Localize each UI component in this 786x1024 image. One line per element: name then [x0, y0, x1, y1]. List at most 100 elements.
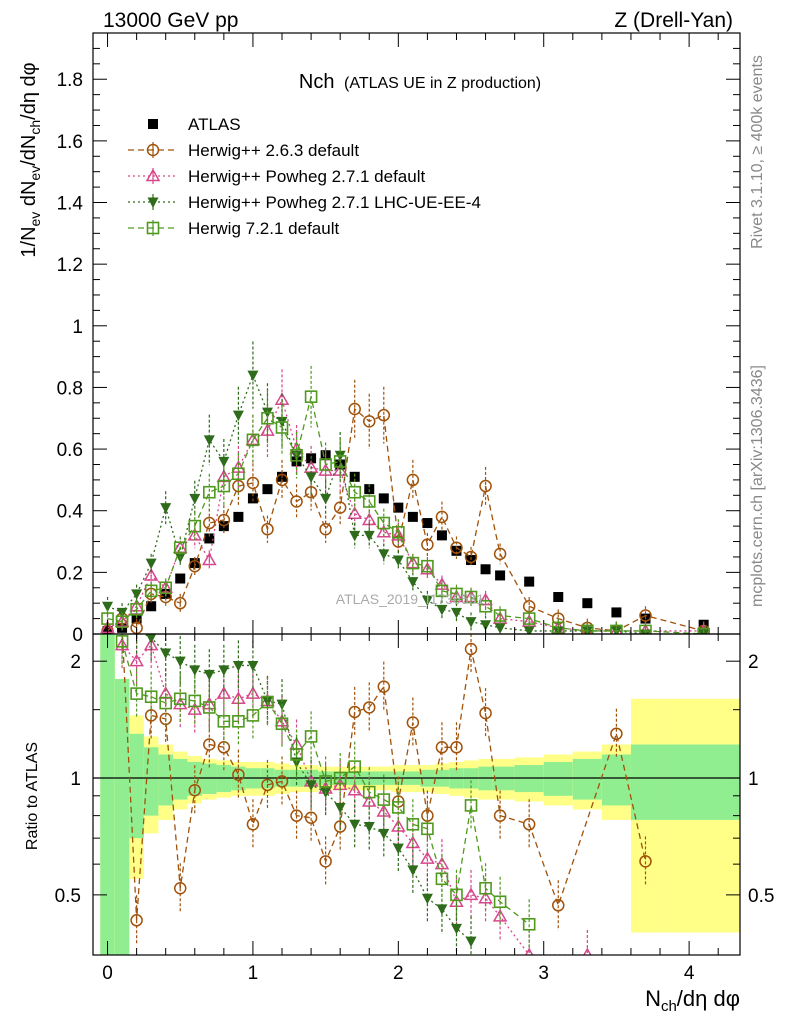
point-herwig-powheg-2-7-1-lhc-ue-ee-4: [480, 620, 492, 631]
point-herwig-7-2-1-default: [217, 479, 231, 493]
ratio-point-herwig-7-2-1-default: [203, 701, 216, 714]
point-herwig-7-2-1-default: [377, 516, 391, 530]
point-atlas: [262, 484, 273, 495]
rivet-label: Rivet 3.1.10, ≥ 400k events: [749, 55, 766, 249]
legend-label: Herwig 7.2.1 default: [188, 219, 339, 238]
ratio-point-herwig-2-6-3-default: [522, 818, 536, 831]
ratio-point-herwig-7-2-1-default: [115, 635, 129, 648]
ratio-point-herwig-powheg-2-7-1-lhc-ue-ee-4: [465, 936, 477, 948]
point-herwig-powheg-2-7-1-lhc-ue-ee-4: [247, 370, 259, 382]
band-inner: [172, 758, 188, 800]
point-atlas: [553, 592, 564, 603]
legend-item-atlas: ATLAS: [148, 115, 241, 134]
point-herwig-7-2-1-default: [159, 581, 172, 595]
legend-label: ATLAS: [188, 115, 241, 134]
ratio-point-herwig-powheg-2-7-1-default: [187, 702, 203, 715]
point-herwig-7-2-1-default: [697, 627, 710, 634]
header-right: Z (Drell-Yan): [614, 9, 733, 32]
point-herwig-powheg-2-7-1-lhc-ue-ee-4: [465, 617, 477, 628]
legend-label: Herwig++ Powheg 2.7.1 default: [188, 167, 425, 186]
band-inner: [202, 763, 217, 794]
ratio-point-herwig-powheg-2-7-1-lhc-ue-ee-4: [436, 904, 448, 915]
legend-item-herwig-powheg-2-7-1-lhc-ue-ee-4: Herwig++ Powheg 2.7.1 LHC-UE-EE-4: [128, 193, 481, 212]
ratio-point-herwig-7-2-1-default: [392, 801, 405, 814]
series-herwig-7-2-1-default: [101, 365, 710, 634]
point-herwig-2-6-3-default: [464, 550, 478, 564]
ratio-point-herwig-2-6-3-default: [304, 811, 318, 825]
legend-label: Herwig++ Powheg 2.7.1 LHC-UE-EE-4: [188, 193, 481, 212]
plot-title: Nch (ATLAS UE in Z production): [299, 71, 541, 93]
header-left: 13000 GeV pp: [103, 9, 238, 32]
band-inner: [143, 747, 159, 816]
point-herwig-2-6-3-default: [217, 513, 231, 527]
point-herwig-7-2-1-default: [173, 541, 187, 555]
legend-marker: [146, 143, 160, 157]
ratio-point-herwig-2-6-3-default: [464, 642, 478, 656]
ratio-point-herwig-2-6-3-default: [188, 784, 202, 797]
ratio-point-herwig-7-2-1-default: [479, 881, 492, 895]
point-herwig-7-2-1-default: [435, 584, 449, 598]
point-herwig-7-2-1-default: [464, 590, 478, 604]
point-herwig-powheg-2-7-1-lhc-ue-ee-4: [232, 410, 244, 422]
main-y-tick-label: 0.4: [57, 502, 84, 523]
ratio-point-herwig-2-6-3-default: [203, 738, 216, 751]
point-herwig-2-6-3-default: [246, 476, 260, 490]
legend-marker: [145, 168, 161, 182]
ratio-point-herwig-2-6-3-default: [348, 705, 361, 719]
ratio-point-herwig-powheg-2-7-1-lhc-ue-ee-4: [407, 865, 419, 876]
x-tick-label: 2: [393, 963, 404, 984]
ratio-point-herwig-powheg-2-7-1-default: [347, 782, 363, 796]
point-atlas: [378, 493, 389, 504]
point-herwig-powheg-2-7-1-lhc-ue-ee-4: [305, 472, 317, 483]
ratio-point-herwig-7-2-1-default: [261, 695, 274, 709]
ratio-point-herwig-7-2-1-default: [435, 872, 449, 886]
point-herwig-7-2-1-default: [522, 612, 536, 625]
point-herwig-powheg-2-7-1-lhc-ue-ee-4: [392, 555, 404, 567]
point-herwig-2-6-3-default: [421, 538, 434, 551]
band-inner: [601, 754, 631, 806]
point-atlas: [422, 518, 433, 529]
point-herwig-7-2-1-default: [319, 458, 332, 471]
point-herwig-7-2-1-default: [130, 603, 143, 616]
ratio-point-herwig-powheg-2-7-1-default: [463, 887, 479, 901]
ratio-point-herwig-2-6-3-default: [435, 741, 449, 754]
point-herwig-powheg-2-7-1-lhc-ue-ee-4: [203, 435, 215, 446]
ratio-point-herwig-powheg-2-7-1-lhc-ue-ee-4: [349, 819, 361, 831]
series-line-herwig-powheg-2-7-1-default: [107, 397, 704, 632]
point-herwig-7-2-1-default: [406, 556, 420, 570]
ratio-panel: 0.5 0.5 1 1 2 2 0 1 2 3 4 Ratio to ATLAS Nch/dη dφ: [24, 633, 774, 1015]
ratio-point-herwig-2-6-3-default: [552, 899, 565, 912]
ratio-point-herwig-2-6-3-default: [275, 775, 289, 788]
point-herwig-powheg-2-7-1-default: [245, 432, 261, 446]
point-atlas: [407, 511, 418, 522]
ratio-y-tick-label-right: 2: [748, 652, 759, 673]
main-y-tick-label: 0.2: [57, 563, 83, 584]
ratio-point-herwig-7-2-1-default: [348, 760, 362, 773]
point-herwig-powheg-2-7-1-lhc-ue-ee-4: [320, 493, 332, 505]
point-herwig-powheg-2-7-1-lhc-ue-ee-4: [102, 601, 114, 613]
ratio-point-herwig-7-2-1-default: [188, 694, 202, 708]
ratio-point-herwig-powheg-2-7-1-lhc-ue-ee-4: [203, 669, 215, 681]
point-atlas: [611, 607, 622, 618]
ratio-point-herwig-powheg-2-7-1-default: [478, 890, 493, 904]
point-herwig-2-6-3-default: [188, 559, 202, 573]
legend-item-herwig-7-2-1-default: Herwig 7.2.1 default: [128, 219, 339, 238]
x-tick-label: 4: [684, 963, 695, 984]
band-inner: [100, 634, 115, 955]
point-atlas: [466, 555, 477, 566]
ratio-y-tick-label-right: 0.5: [748, 886, 774, 907]
series-atlas: [102, 450, 709, 634]
band-inner: [660, 744, 740, 820]
point-atlas: [451, 545, 462, 556]
point-herwig-7-2-1-default: [639, 624, 652, 634]
ratio-point-herwig-2-6-3-default: [450, 741, 463, 754]
ratio-point-herwig-2-6-3-default: [144, 709, 158, 722]
point-atlas: [393, 502, 404, 513]
ratio-series-herwig-7-2-1-default: [115, 634, 536, 950]
ratio-point-herwig-7-2-1-default: [246, 709, 260, 722]
point-atlas: [146, 601, 157, 612]
point-atlas: [436, 530, 447, 541]
ratio-y-label: Ratio to ATLAS: [24, 742, 41, 850]
ratio-point-herwig-powheg-2-7-1-default: [420, 851, 435, 864]
point-atlas: [349, 471, 360, 482]
